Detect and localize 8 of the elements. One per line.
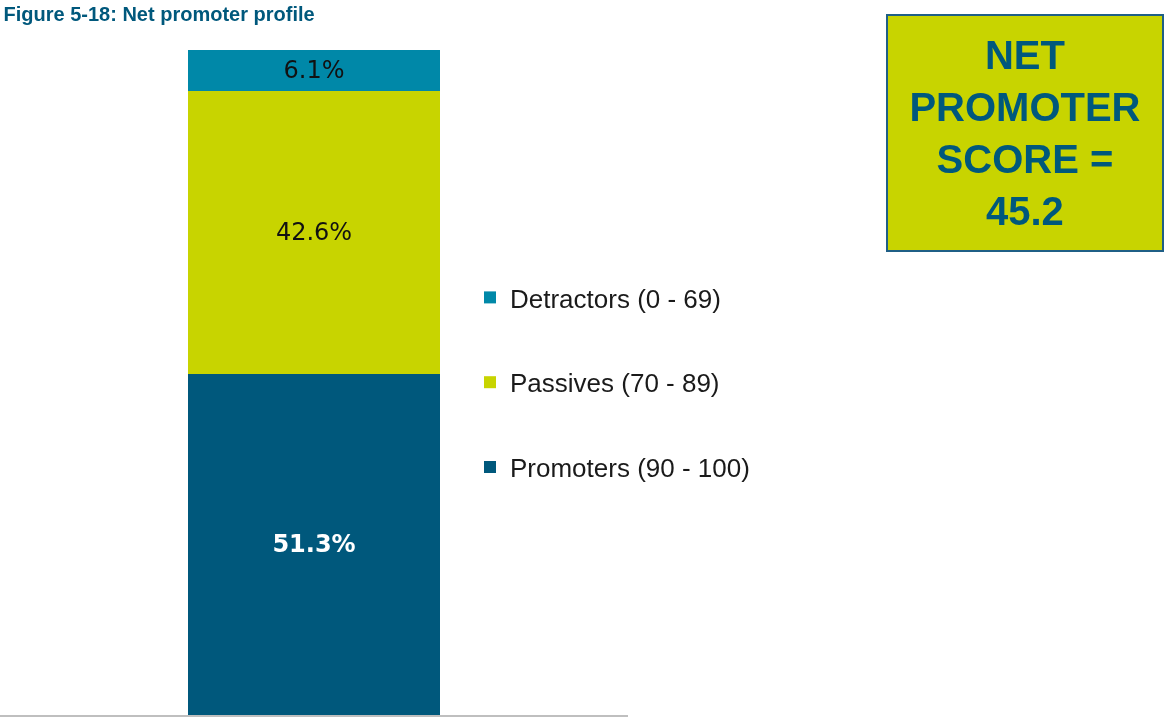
data-label: 6.1% (283, 56, 345, 85)
text: NET PROMOTER SCORE = 45.2 (909, 33, 1141, 233)
legend-label: Detractors (0 - 69) (510, 283, 721, 314)
data-label: 51.3% (272, 530, 356, 559)
data-label: 42.6% (275, 218, 353, 247)
legend-label: Passives (70 - 89) (510, 368, 720, 399)
legend-label: Promoters (90 - 100) (510, 453, 750, 484)
chart-title: Figure 5-18: Net promoter profile (3, 3, 315, 26)
